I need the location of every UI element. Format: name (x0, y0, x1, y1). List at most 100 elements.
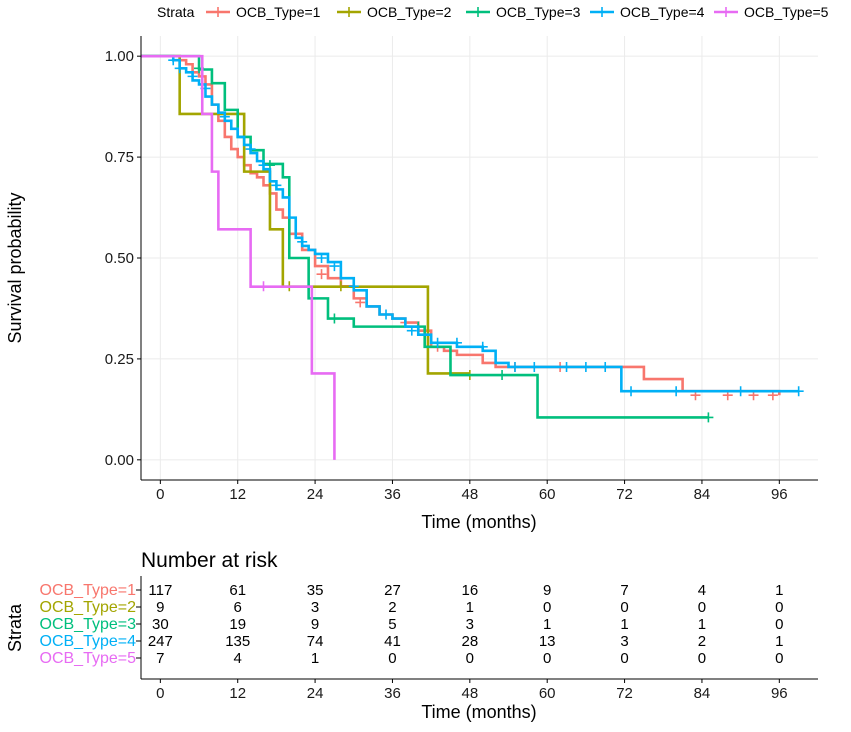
risk-count: 7 (620, 582, 628, 599)
risk-count: 61 (229, 582, 246, 599)
risk-count: 247 (148, 633, 173, 650)
x-tick-label: 60 (539, 486, 556, 503)
censor-mark (219, 111, 230, 122)
series-ocb-type-4 (141, 54, 804, 397)
legend-item: OCB_Type=5 (714, 4, 829, 20)
censor-mark (580, 361, 591, 372)
risk-count: 16 (461, 582, 478, 599)
risk-row-label: OCB_Type=4 (40, 633, 137, 650)
risk-x-tick-label: 36 (384, 685, 401, 702)
x-tick-label: 72 (616, 486, 633, 503)
legend-item: OCB_Type=2 (337, 4, 452, 20)
risk-table: Number at risk OCB_Type=1 117 61 35 27 16 9 7 4 1… (5, 549, 818, 722)
legend-item: OCB_Type=4 (590, 4, 705, 20)
risk-count: 41 (384, 633, 401, 650)
risk-count: 7 (156, 650, 164, 667)
censor-mark (600, 361, 611, 372)
risk-count: 0 (388, 650, 396, 667)
legend-label: OCB_Type=3 (496, 4, 581, 20)
y-tick-label: 0.25 (105, 351, 134, 368)
y-tick-label: 1.00 (105, 48, 134, 65)
risk-count: 30 (152, 616, 169, 633)
censor-mark (793, 386, 804, 397)
censor-mark (271, 180, 282, 191)
risk-count: 1 (311, 650, 319, 667)
censor-mark (245, 144, 256, 155)
censor-mark (735, 386, 746, 397)
legend-title: Strata (157, 4, 195, 20)
risk-count: 0 (620, 650, 628, 667)
legend-label: OCB_Type=4 (620, 4, 705, 20)
risk-count: 1 (620, 616, 628, 633)
censor-mark (258, 160, 269, 171)
risk-x-tick-label: 24 (307, 685, 324, 702)
risk-count: 0 (466, 650, 474, 667)
risk-x-tick-label: 96 (771, 685, 788, 702)
x-tick-label: 96 (771, 486, 788, 503)
risk-count: 135 (225, 633, 250, 650)
censor-mark (509, 361, 520, 372)
risk-row: OCB_Type=4 247 135 74 41 28 13 3 2 1 (40, 633, 784, 650)
risk-x-tick-label: 0 (156, 685, 164, 702)
y-axis-title: Survival probability (5, 192, 25, 343)
risk-count: 28 (461, 633, 478, 650)
risk-x-ticks: 0 12 24 36 48 60 72 84 96 (156, 679, 788, 702)
risk-count: 1 (698, 616, 706, 633)
risk-count: 35 (307, 582, 324, 599)
risk-count: 4 (234, 650, 242, 667)
x-tick-label: 12 (229, 486, 246, 503)
legend: Strata OCB_Type=1 OCB_Type=2 OCB_Type=3 OCB… (157, 4, 829, 20)
risk-count: 5 (388, 616, 396, 633)
risk-count: 1 (543, 616, 551, 633)
risk-count: 9 (156, 599, 164, 616)
risk-row-label: OCB_Type=2 (40, 599, 137, 616)
risk-row-label: OCB_Type=3 (40, 616, 137, 633)
x-tick-label: 0 (156, 486, 164, 503)
censor-mark (258, 281, 269, 292)
risk-count: 27 (384, 582, 401, 599)
series-ocb-type-3 (141, 54, 714, 423)
y-tick-label: 0.50 (105, 250, 134, 267)
y-tick-label: 0.75 (105, 149, 134, 166)
risk-count: 0 (543, 650, 551, 667)
censor-mark (497, 370, 508, 381)
risk-row: OCB_Type=5 7 4 1 0 0 0 0 0 0 (40, 650, 784, 667)
grid-layer (141, 36, 818, 480)
censor-mark (561, 361, 572, 372)
survival-curve (141, 54, 336, 460)
censor-mark (335, 281, 346, 292)
risk-count: 2 (698, 633, 706, 650)
x-ticks: 0 12 24 36 48 60 72 84 96 (156, 480, 788, 503)
x-tick-label: 84 (694, 486, 711, 503)
risk-row: OCB_Type=2 9 6 3 2 1 0 0 0 0 (40, 599, 784, 616)
censor-mark (329, 313, 340, 324)
risk-table-title: Number at risk (141, 549, 278, 572)
series-layer (141, 54, 804, 460)
censor-mark (406, 325, 417, 336)
risk-count: 3 (466, 616, 474, 633)
censor-mark (316, 253, 327, 263)
censor-mark (355, 297, 366, 308)
y-ticks: 0.00 0.25 0.50 0.75 1.00 (105, 48, 141, 469)
risk-count: 0 (698, 599, 706, 616)
risk-row-label: OCB_Type=1 (40, 582, 137, 599)
y-tick-label: 0.00 (105, 452, 134, 469)
risk-count: 0 (775, 616, 783, 633)
x-tick-label: 24 (307, 486, 324, 503)
risk-count: 2 (388, 599, 396, 616)
censor-mark (529, 361, 540, 372)
legend-item: OCB_Type=3 (466, 4, 581, 20)
risk-x-tick-label: 60 (539, 685, 556, 702)
censor-mark (477, 341, 488, 352)
censor-mark (626, 386, 637, 397)
x-tick-label: 36 (384, 486, 401, 503)
censor-mark (297, 236, 308, 247)
risk-count: 0 (620, 599, 628, 616)
risk-count: 0 (775, 650, 783, 667)
risk-count: 13 (539, 633, 556, 650)
risk-count: 117 (148, 582, 172, 599)
censor-mark (174, 63, 185, 74)
risk-count: 19 (229, 616, 246, 633)
risk-count: 4 (698, 582, 706, 599)
